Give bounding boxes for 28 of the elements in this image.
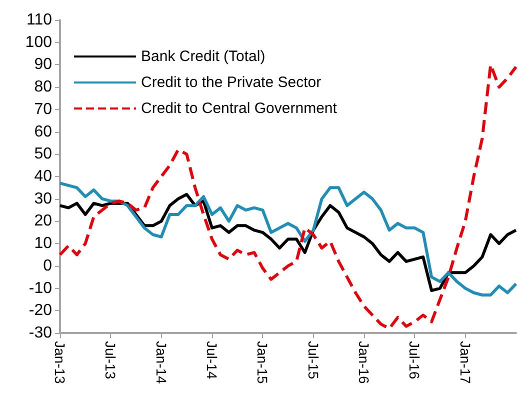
y-tick-label: 60 — [34, 123, 52, 140]
y-tick-label: -30 — [28, 324, 52, 342]
x-tick-label: Jul-16 — [406, 341, 423, 380]
y-tick-label: 110 — [26, 12, 52, 28]
x-tick-label: Jan-17 — [457, 341, 474, 384]
y-tick-label: 100 — [25, 34, 52, 51]
x-tick-label: Jan-16 — [356, 341, 372, 384]
y-tick-label: 0 — [43, 257, 52, 274]
y-tick-label: -20 — [28, 302, 52, 320]
legend-label: Bank Credit (Total) — [141, 48, 266, 65]
legend-label: Credit to the Private Sector — [141, 74, 322, 91]
x-tick-label: Jul-15 — [305, 341, 322, 380]
legend-label: Credit to Central Government — [141, 100, 338, 117]
x-tick-label: Jan-14 — [153, 341, 170, 384]
line-series — [58, 63, 518, 330]
y-tick-label: 20 — [34, 212, 52, 230]
y-tick-label: 40 — [34, 168, 52, 185]
y-tick-label: 50 — [34, 146, 52, 163]
y-tick-label: 90 — [34, 56, 52, 74]
x-tick-label: Jan-13 — [52, 341, 68, 384]
y-tick-label: 30 — [34, 190, 52, 208]
y-tick-label: 10 — [34, 235, 52, 252]
x-tick-label: Jul-14 — [204, 341, 220, 380]
x-tick-label: Jan-15 — [254, 341, 271, 384]
x-tick-label: Jul-13 — [102, 341, 119, 380]
y-tick-label: -10 — [28, 280, 52, 297]
y-tick-label: 80 — [34, 78, 52, 96]
y-tick-label: 70 — [34, 100, 52, 118]
